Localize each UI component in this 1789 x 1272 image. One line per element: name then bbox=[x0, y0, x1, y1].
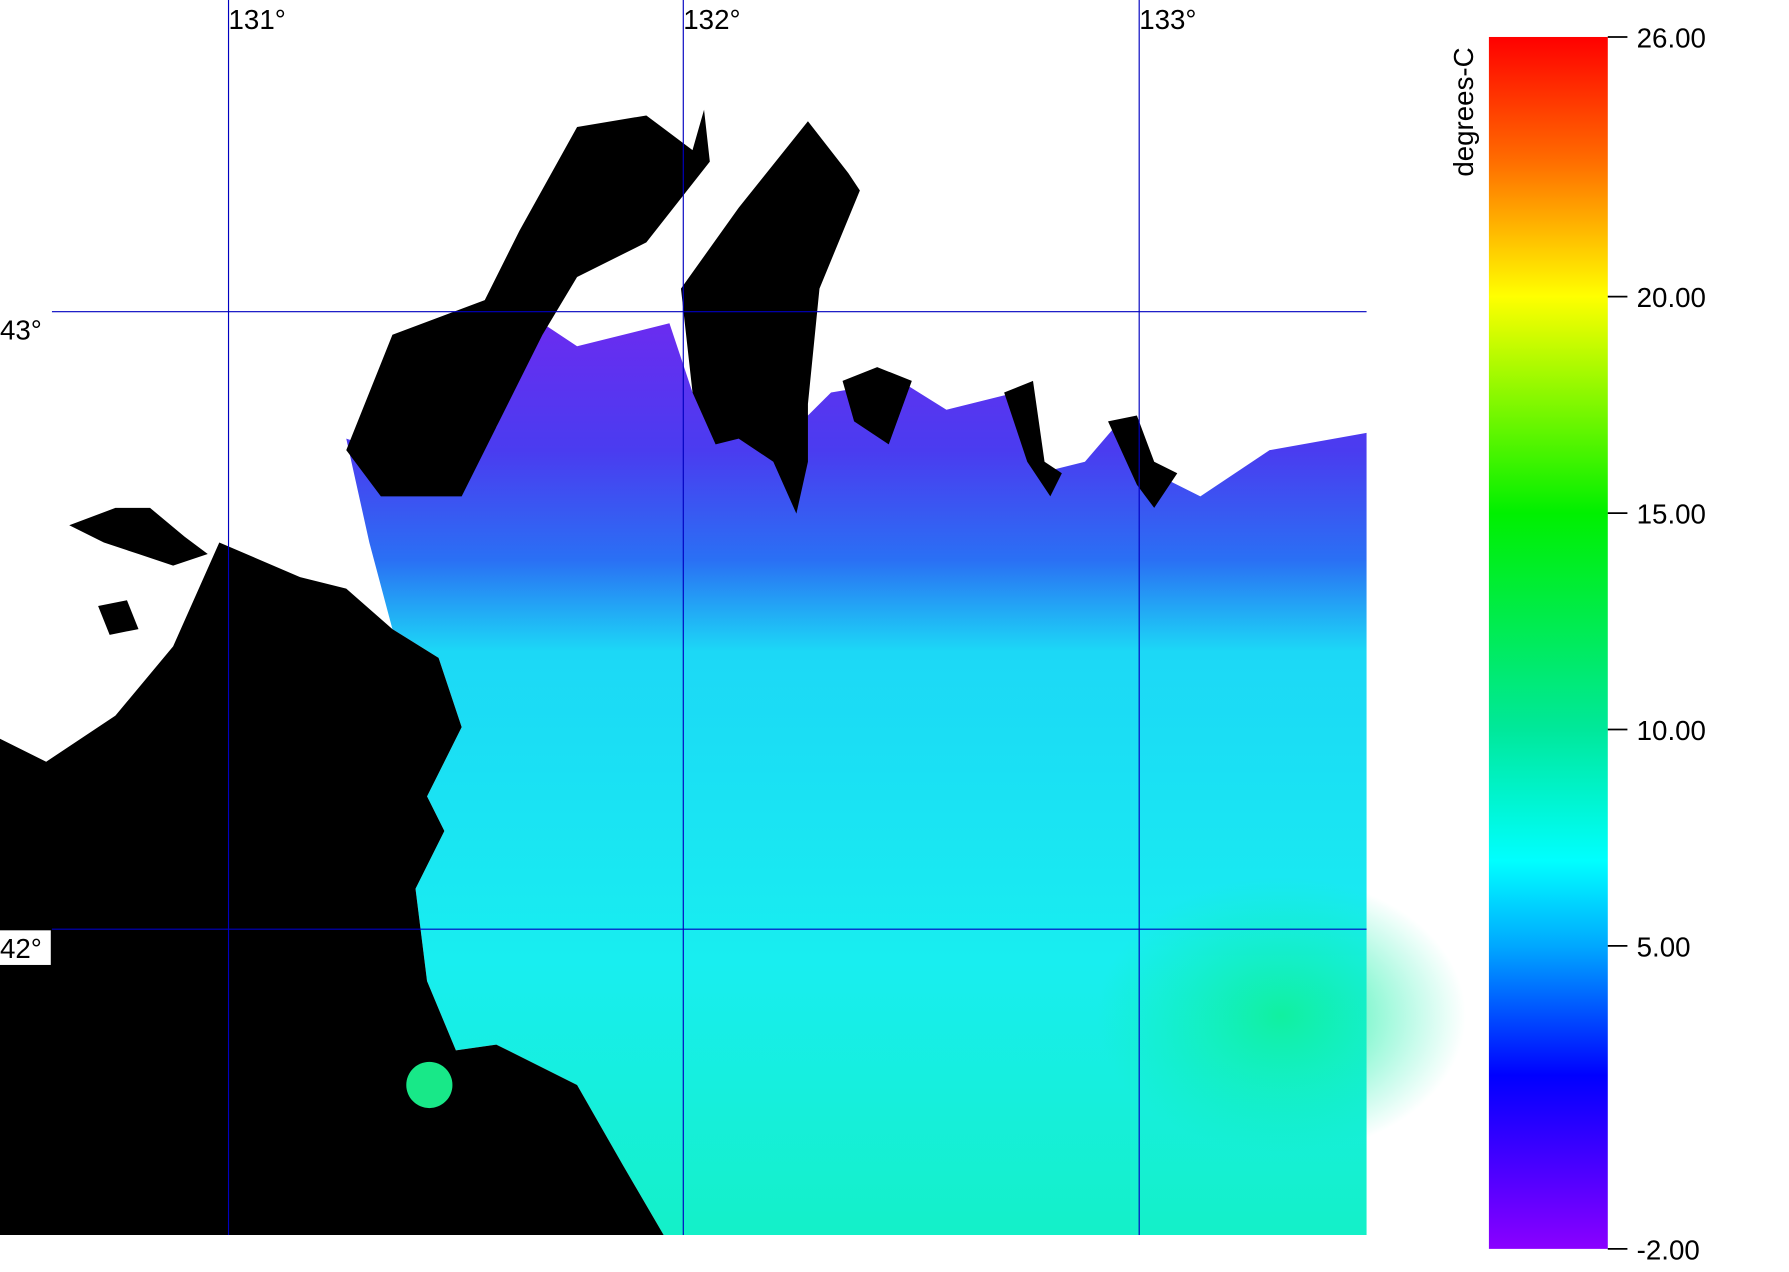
land bbox=[680, 121, 860, 514]
lat-label-bg bbox=[0, 930, 51, 965]
land bbox=[1004, 380, 1062, 497]
warm-patch bbox=[1096, 877, 1466, 1155]
colorbar-label: degrees-C bbox=[1448, 47, 1479, 176]
colorbar-tick-label: 15.00 bbox=[1637, 498, 1706, 529]
colorbar-tick-label: -2.00 bbox=[1637, 1234, 1700, 1265]
land bbox=[69, 507, 208, 566]
colorbar-tick-label: 20.00 bbox=[1637, 282, 1706, 313]
colorbar-tick-label: 26.00 bbox=[1637, 22, 1706, 53]
lon-label: 132° bbox=[683, 4, 740, 35]
land bbox=[842, 367, 912, 445]
lat-label-bg bbox=[0, 311, 51, 347]
land bbox=[0, 542, 664, 1236]
colorbar: degrees-C 26.00 20.00 15.00 10.00 5.00 -2.00 bbox=[1448, 22, 1706, 1265]
land bbox=[1108, 415, 1178, 508]
lon-label: 133° bbox=[1139, 4, 1196, 35]
colorbar-ramp bbox=[1488, 36, 1608, 1249]
map: 131° 132° 133° 43° 42° bbox=[0, 0, 1466, 1236]
land bbox=[98, 600, 139, 635]
lat-label: 42° bbox=[0, 933, 42, 964]
land bbox=[346, 109, 710, 497]
graticule bbox=[51, 0, 1367, 1236]
lat-label: 43° bbox=[0, 314, 42, 345]
lake bbox=[406, 1061, 453, 1109]
colorbar-tick-label: 5.00 bbox=[1637, 931, 1691, 962]
colorbar-tick-label: 10.00 bbox=[1637, 715, 1706, 746]
lon-label: 131° bbox=[229, 4, 286, 35]
